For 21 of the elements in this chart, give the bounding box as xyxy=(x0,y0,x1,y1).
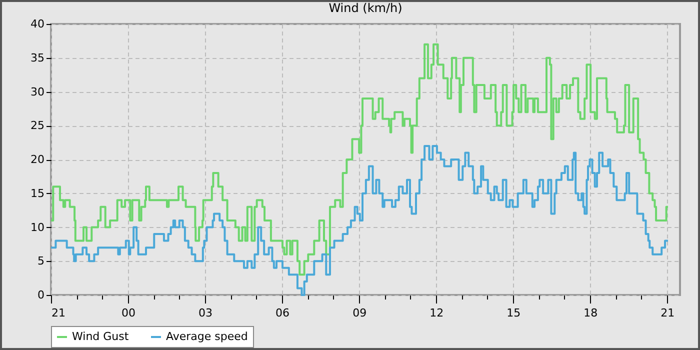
x-tick-label: 00 xyxy=(122,306,136,320)
y-tick-label: 20 xyxy=(30,153,44,166)
x-tick-label: 12 xyxy=(430,306,444,320)
y-tick-label: 35 xyxy=(30,51,44,64)
x-tick-label: 09 xyxy=(352,306,367,320)
y-tick-label: 10 xyxy=(30,220,44,234)
x-tick-label: 06 xyxy=(276,306,290,320)
x-tick-label: 03 xyxy=(198,306,213,320)
y-tick-label: 25 xyxy=(30,119,44,132)
y-tick-label: 0 xyxy=(38,288,44,302)
y-tick-label: 30 xyxy=(30,85,44,98)
x-tick-label: 21 xyxy=(660,306,675,320)
x-tick-label: 21 xyxy=(52,306,66,320)
x-tick-label: 18 xyxy=(584,306,598,320)
legend-label: Wind Gust xyxy=(72,330,130,343)
chart-title: Wind (km/h) xyxy=(328,1,402,15)
legend-label: Average speed xyxy=(166,330,248,343)
x-tick-label: 15 xyxy=(506,306,521,320)
y-tick-label: 15 xyxy=(30,186,44,200)
y-tick-label: 5 xyxy=(38,254,44,268)
y-tick-label: 40 xyxy=(30,18,44,30)
